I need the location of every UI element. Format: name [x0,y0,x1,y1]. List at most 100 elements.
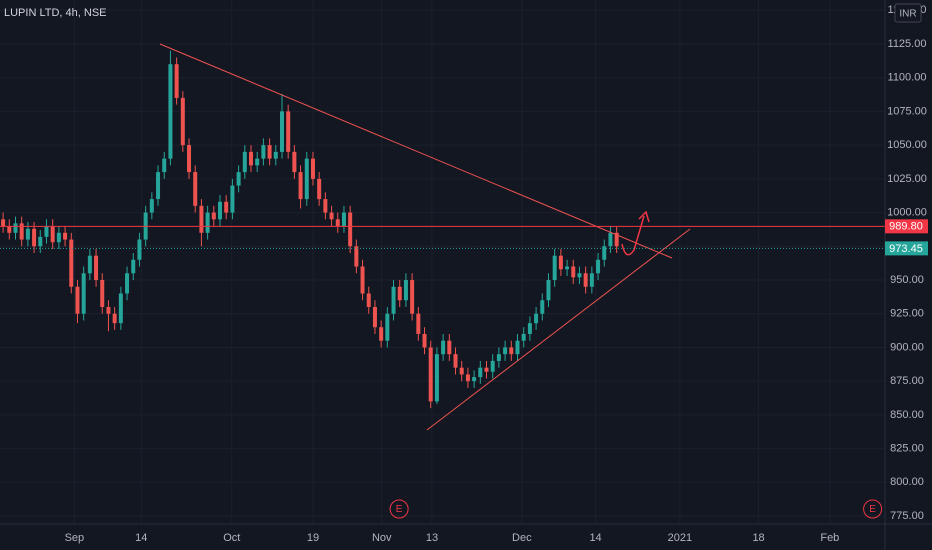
candle-body [608,232,613,247]
x-tick-label: Dec [512,532,532,544]
y-tick-label: 1100.00 [888,72,927,84]
candle-body [465,374,470,382]
candle-body [614,232,619,247]
x-tick-label: 13 [426,532,438,544]
x-tick-label: Nov [372,532,392,544]
candle-body [341,212,346,227]
candle-body [13,223,18,233]
candle-body [372,306,377,328]
candle-body [310,158,315,179]
event-marker[interactable] [863,499,883,519]
y-tick-label: 950.00 [890,274,924,286]
candle-body [298,172,303,200]
candle-body [304,158,309,200]
candle-body [1,219,6,227]
currency[interactable]: INR [899,9,916,20]
candle-body [521,333,526,341]
candle-body [218,201,223,220]
candle-body [193,172,198,206]
candle-body [69,239,74,287]
candle-body [565,266,570,270]
candle-body [534,313,539,324]
candle-body [261,145,266,159]
x-tick-label: 2021 [668,532,692,544]
currency-box[interactable] [894,3,922,23]
event-marker[interactable] [389,499,409,519]
candle-body [81,273,86,314]
candle-body [187,145,192,173]
candle-body [50,226,55,243]
candle-body [447,340,452,355]
candle-body [379,327,384,341]
candle-body [317,178,322,200]
candle-body [44,226,49,237]
y-tick-label: 925.00 [890,308,924,320]
candle-body [205,212,210,233]
y-tick-label: 875.00 [890,375,924,387]
x-tick-label: 14 [135,532,147,544]
candle-body [131,259,136,274]
candle-body [602,246,607,260]
candle-body [484,367,489,372]
candle-body [162,158,167,173]
candle-body [422,333,427,348]
candle-body [63,232,68,240]
candle-body [255,158,260,166]
y-tick-label: 800.00 [890,476,924,488]
candle-body [391,286,396,314]
candle-body [137,239,142,260]
candle-body [403,280,408,301]
candle-body [335,219,340,227]
candle-body [329,212,334,220]
candle-body [583,273,588,287]
candle-body [7,226,12,233]
y-tick-label: 850.00 [890,409,924,421]
candle-body [558,255,563,270]
candle-body [472,377,477,382]
price-label: 989.80 [889,221,923,233]
candle-body [174,64,179,98]
candle-body [19,223,24,240]
candle-body [360,266,365,294]
y-tick-label: 1125.00 [888,38,927,50]
candle-body [100,280,105,307]
event-label: E [869,504,876,515]
candle-body [509,347,514,355]
candle-body [503,347,508,355]
candle-body [540,300,545,314]
candle-body [87,255,92,274]
x-tick-label: Oct [223,532,240,544]
candle-body [348,212,353,247]
candle-body [453,354,458,368]
candle-body [211,212,216,220]
y-tick-label: 775.00 [890,510,924,522]
candle-body [94,255,99,281]
candle-body [441,340,446,355]
candle-body [323,199,328,213]
candle-body [385,313,390,341]
y-tick-label: 1000.00 [887,206,927,218]
trend-line [159,43,673,259]
candle-body [490,360,495,372]
candle-body [273,151,278,159]
candle-body [248,151,253,166]
candle-body [496,354,501,361]
candle-body [279,111,284,152]
y-tick-label: 1075.00 [887,105,927,117]
chart-title: LUPIN LTD, 4h, NSE [4,7,107,19]
candle-body [416,313,421,334]
candle-body [106,306,111,314]
candle-body [112,313,117,324]
candle-body [56,232,61,243]
candle-body [571,266,576,278]
candle-body [434,354,439,402]
candle-body [32,228,37,247]
candle-body [180,97,185,146]
arrow-head [638,210,650,223]
candle-body [168,64,173,159]
candle-body [459,367,464,375]
event-label: E [396,504,403,515]
candle-body [397,286,402,301]
